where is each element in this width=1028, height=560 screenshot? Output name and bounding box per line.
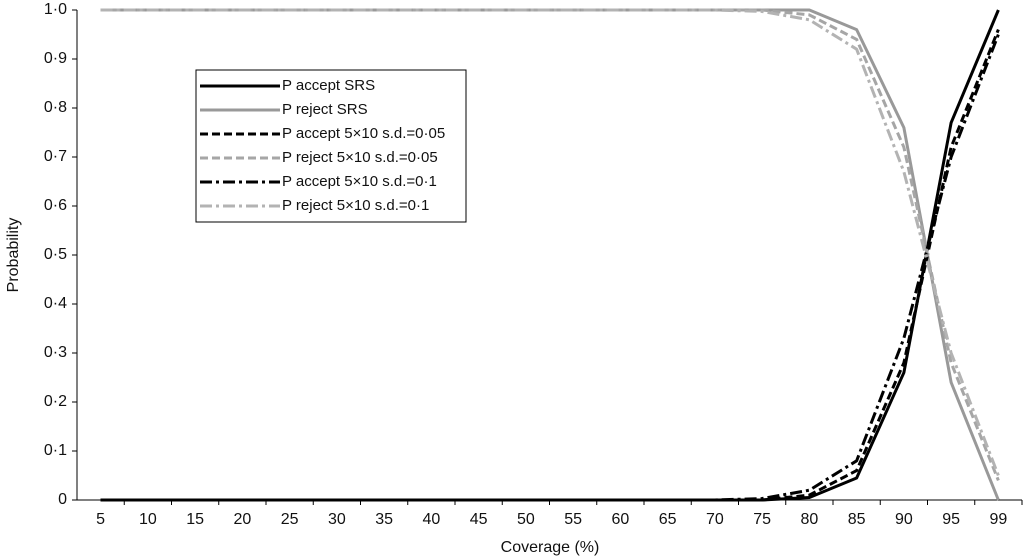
x-tick-label: 45 bbox=[470, 511, 488, 528]
x-tick-label: 10 bbox=[139, 511, 157, 528]
x-tick-label: 95 bbox=[942, 511, 960, 528]
x-axis-label: Coverage (%) bbox=[501, 539, 600, 556]
legend-text: P accept SRS bbox=[282, 77, 375, 94]
y-tick-label: 0·1 bbox=[44, 442, 67, 459]
y-axis-label: Probability bbox=[5, 218, 22, 293]
x-tick-label: 65 bbox=[659, 511, 677, 528]
legend-text: P accept 5×10 s.d.=0·05 bbox=[282, 125, 445, 142]
y-tick-label: 1·0 bbox=[44, 1, 67, 18]
y-tick-label: 0·9 bbox=[44, 50, 67, 67]
y-tick-label: 0·2 bbox=[44, 393, 67, 410]
x-tick-label: 5 bbox=[96, 511, 105, 528]
legend-text: P reject SRS bbox=[282, 101, 368, 118]
x-tick-label: 15 bbox=[186, 511, 204, 528]
x-tick-label: 25 bbox=[281, 511, 299, 528]
x-tick-label: 60 bbox=[611, 511, 629, 528]
series-line bbox=[100, 8, 1000, 477]
x-tick-label: 85 bbox=[848, 511, 866, 528]
x-tick-label: 50 bbox=[517, 511, 535, 528]
legend-text: P reject 5×10 s.d.=0·1 bbox=[282, 197, 429, 214]
legend-text: P accept 5×10 s.d.=0·1 bbox=[282, 173, 437, 190]
x-tick-label: 99 bbox=[989, 511, 1007, 528]
y-tick-label: 0·5 bbox=[44, 246, 67, 263]
legend-box bbox=[195, 69, 467, 223]
x-tick-label: 40 bbox=[422, 511, 440, 528]
y-tick-label: 0·6 bbox=[44, 197, 67, 214]
series-line bbox=[100, 33, 1000, 502]
x-tick-label: 30 bbox=[328, 511, 346, 528]
x-tick-label: 90 bbox=[895, 511, 913, 528]
y-tick-label: 0 bbox=[58, 491, 67, 508]
x-tick-label: 20 bbox=[233, 511, 251, 528]
y-tick-label: 0·8 bbox=[44, 99, 67, 116]
x-tick-label: 70 bbox=[706, 511, 724, 528]
y-tick-label: 0·7 bbox=[44, 148, 67, 165]
legend-text: P reject 5×10 s.d.=0·05 bbox=[282, 149, 438, 166]
x-tick-label: 75 bbox=[753, 511, 771, 528]
x-tick-label: 55 bbox=[564, 511, 582, 528]
y-tick-label: 0·4 bbox=[44, 295, 67, 312]
x-tick-label: 35 bbox=[375, 511, 393, 528]
y-tick-label: 0·3 bbox=[44, 344, 67, 361]
x-tick-label: 80 bbox=[800, 511, 818, 528]
